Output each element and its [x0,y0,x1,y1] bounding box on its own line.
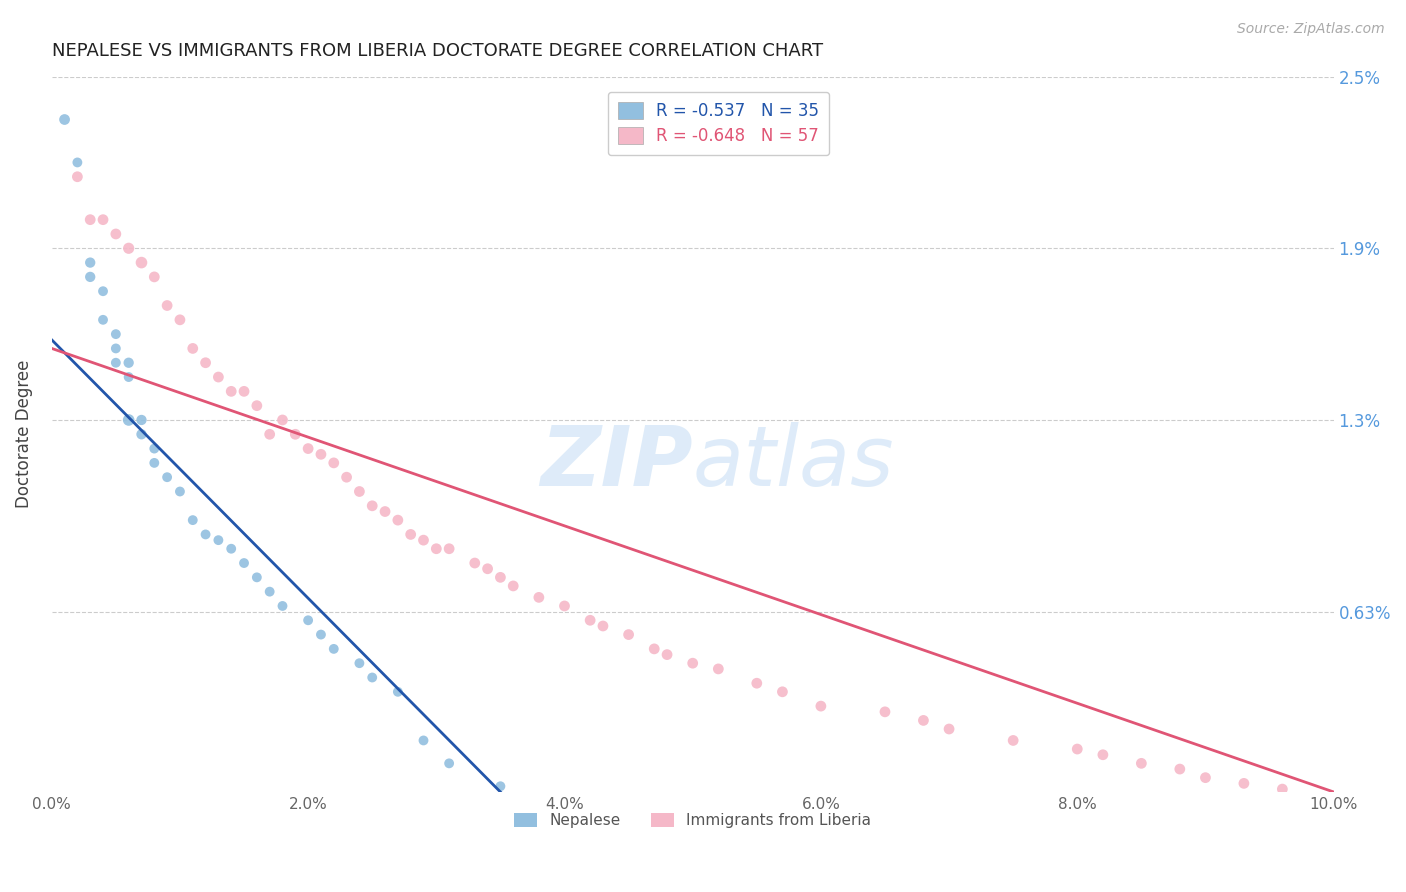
Legend: Nepalese, Immigrants from Liberia: Nepalese, Immigrants from Liberia [508,807,877,834]
Text: Source: ZipAtlas.com: Source: ZipAtlas.com [1237,22,1385,37]
Point [336,470,359,484]
Point [156,470,179,484]
Point [79,255,101,269]
Point [233,384,256,399]
Point [169,313,191,327]
Point [412,533,434,548]
Point [489,570,512,584]
Text: ZIP: ZIP [540,423,693,503]
Point [309,627,332,641]
Point [745,676,768,690]
Point [309,447,332,461]
Point [66,169,89,184]
Point [489,779,512,793]
Point [810,699,832,714]
Point [322,641,344,656]
Point [349,656,371,670]
Point [91,284,114,298]
Point [233,556,256,570]
Point [437,541,460,556]
Point [1002,733,1025,747]
Point [194,527,217,541]
Point [104,342,127,356]
Point [143,442,166,456]
Point [399,527,422,541]
Point [259,427,281,442]
Point [592,619,614,633]
Point [118,356,141,370]
Point [156,299,179,313]
Point [374,504,396,518]
Point [349,484,371,499]
Point [361,499,384,513]
Point [617,627,640,641]
Point [322,456,344,470]
Point [553,599,575,613]
Point [579,613,602,627]
Point [873,705,896,719]
Point [118,370,141,384]
Point [219,541,242,556]
Point [131,427,153,442]
Point [118,413,141,427]
Point [79,212,101,227]
Point [79,269,101,284]
Point [53,112,76,127]
Point [271,599,294,613]
Point [143,456,166,470]
Point [477,562,499,576]
Point [169,484,191,499]
Point [1130,756,1153,771]
Point [387,685,409,699]
Point [361,671,384,685]
Text: atlas: atlas [693,423,894,503]
Point [104,356,127,370]
Point [527,591,550,605]
Point [425,541,447,556]
Text: NEPALESE VS IMMIGRANTS FROM LIBERIA DOCTORATE DEGREE CORRELATION CHART: NEPALESE VS IMMIGRANTS FROM LIBERIA DOCT… [52,42,823,60]
Point [1091,747,1114,762]
Point [259,584,281,599]
Point [118,241,141,255]
Point [131,255,153,269]
Point [91,313,114,327]
Point [464,556,486,570]
Point [938,722,960,736]
Point [1066,742,1088,756]
Point [181,513,204,527]
Point [1194,771,1216,785]
Point [284,427,307,442]
Point [246,399,269,413]
Point [643,641,665,656]
Point [207,533,229,548]
Point [437,756,460,771]
Point [104,227,127,241]
Point [297,613,319,627]
Point [246,570,269,584]
Point [91,212,114,227]
Point [1271,782,1294,797]
Point [412,733,434,747]
Point [707,662,730,676]
Point [1168,762,1191,776]
Point [655,648,678,662]
Point [770,685,793,699]
Point [271,413,294,427]
Point [66,155,89,169]
Point [912,714,935,728]
Y-axis label: Doctorate Degree: Doctorate Degree [15,360,32,508]
Point [682,656,704,670]
Point [387,513,409,527]
Point [297,442,319,456]
Point [1233,776,1256,790]
Point [143,269,166,284]
Point [207,370,229,384]
Point [219,384,242,399]
Point [131,413,153,427]
Point [502,579,524,593]
Point [104,327,127,342]
Point [194,356,217,370]
Point [181,342,204,356]
